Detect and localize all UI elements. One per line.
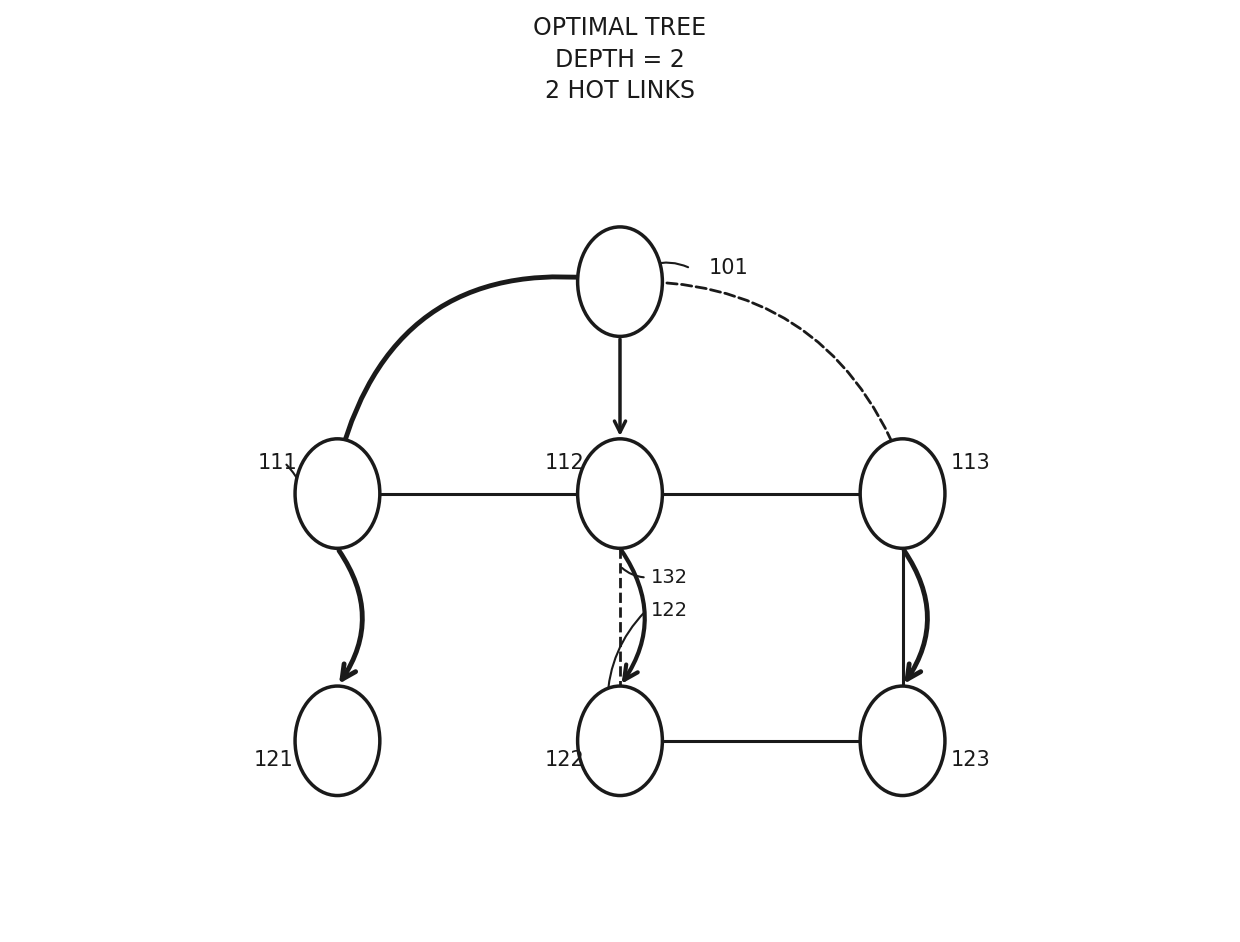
Text: 122: 122 [544, 750, 585, 771]
Text: 111: 111 [258, 453, 298, 473]
Ellipse shape [578, 439, 662, 548]
Text: 101: 101 [708, 258, 748, 279]
Ellipse shape [861, 686, 945, 796]
Text: 112: 112 [544, 453, 585, 473]
FancyArrowPatch shape [904, 550, 928, 679]
FancyArrowPatch shape [336, 277, 618, 458]
FancyArrowPatch shape [339, 550, 362, 679]
Ellipse shape [578, 686, 662, 796]
Ellipse shape [295, 686, 379, 796]
Text: 132: 132 [651, 568, 688, 587]
Ellipse shape [861, 439, 945, 548]
Text: 121: 121 [253, 750, 294, 771]
Ellipse shape [578, 227, 662, 336]
Text: 113: 113 [951, 453, 991, 473]
Ellipse shape [295, 439, 379, 548]
Text: OPTIMAL TREE
DEPTH = 2
2 HOT LINKS: OPTIMAL TREE DEPTH = 2 2 HOT LINKS [533, 16, 707, 104]
Text: 122: 122 [651, 601, 688, 620]
FancyArrowPatch shape [621, 550, 645, 680]
FancyArrowPatch shape [622, 282, 901, 461]
Text: 123: 123 [951, 750, 991, 771]
